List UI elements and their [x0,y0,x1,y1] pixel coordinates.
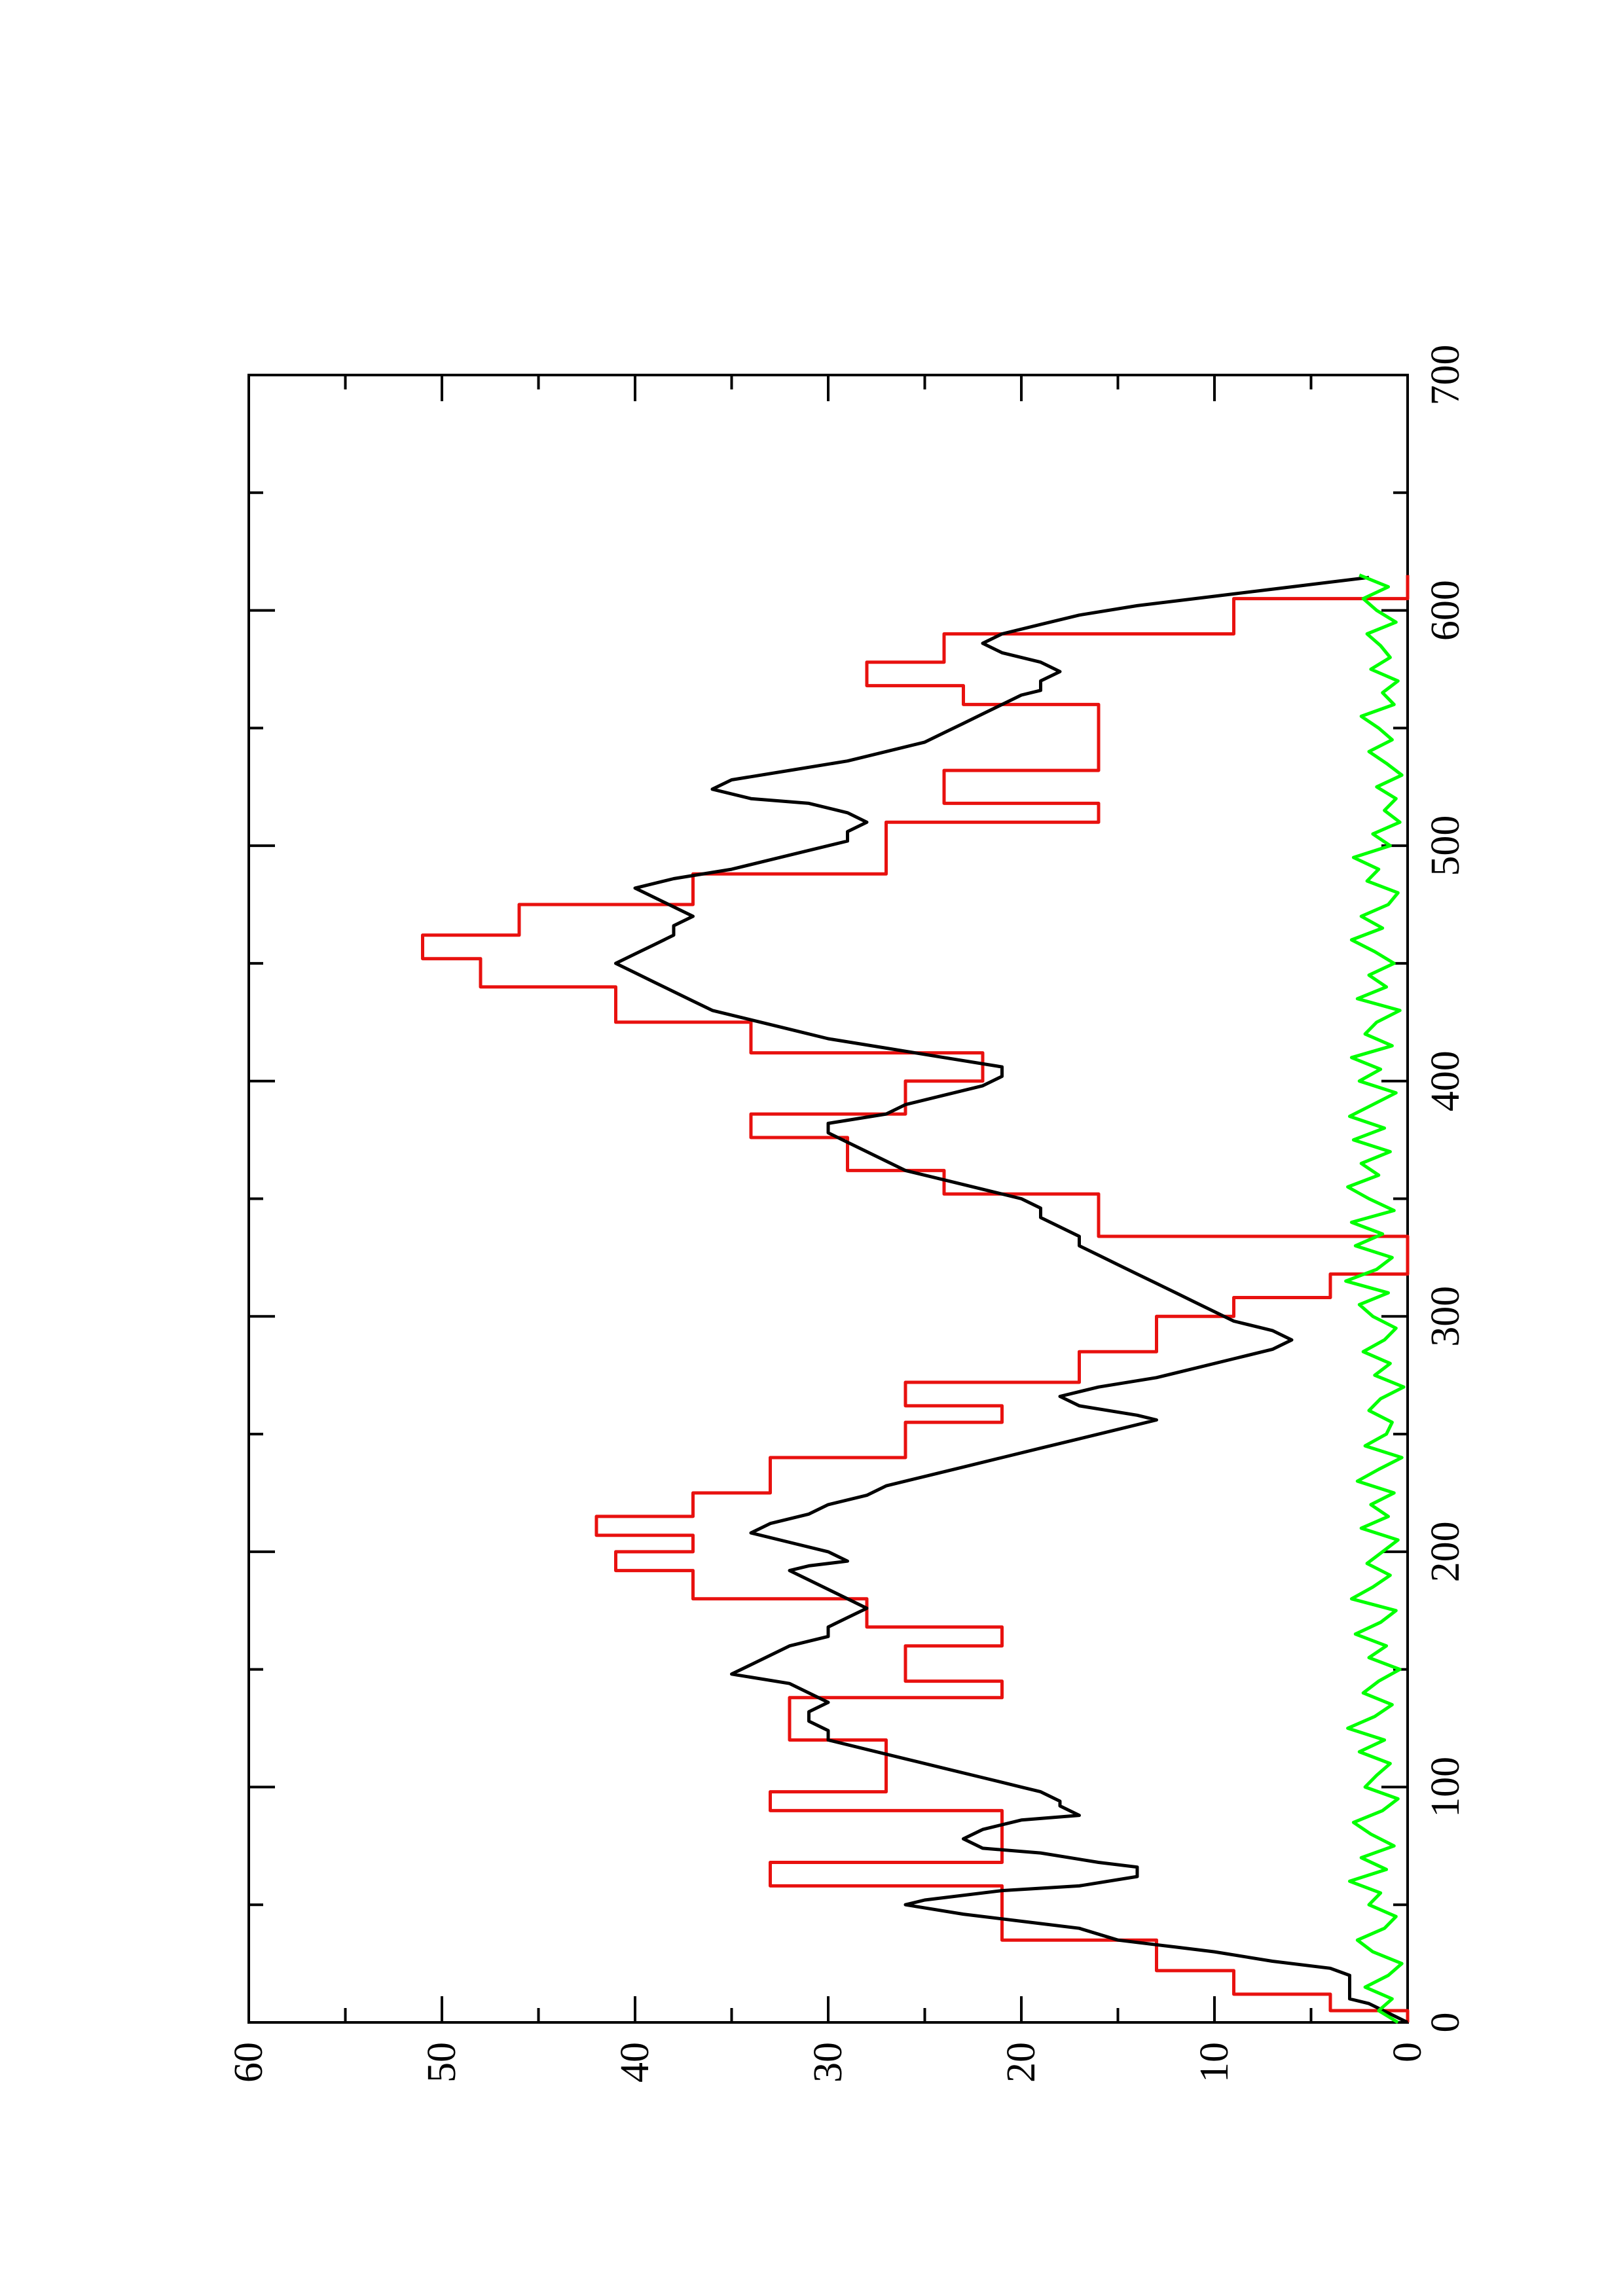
x-tick-label: 600 [1423,580,1468,641]
x-tick-label: 200 [1423,1521,1468,1582]
x-tick-label: 400 [1423,1050,1468,1111]
series-line-1 [421,575,1410,2022]
y-tick-label: 30 [806,2042,850,2083]
axis-ticks [247,374,1409,2024]
x-tick-label: 500 [1423,816,1468,876]
y-tick-label: 60 [227,2042,271,2083]
series-line-3 [1344,573,1406,2024]
x-tick-label: 0 [1423,2013,1468,2033]
y-tick-label: 50 [420,2042,464,2083]
y-tick-label: 0 [1385,2042,1430,2062]
y-tick-label: 20 [999,2042,1044,2083]
x-tick-label: 300 [1423,1286,1468,1347]
series-line-2 [614,575,1409,2024]
y-tick-label: 10 [1192,2042,1237,2083]
tick-labels: 0 100 200 300 400 500 600 700 0 10 20 30 40 50 60 [227,345,1468,2083]
series-layer [421,573,1410,2024]
x-tick-label: 700 [1423,345,1468,406]
y-tick-label: 40 [613,2042,657,2083]
x-tick-label: 100 [1423,1757,1468,1818]
